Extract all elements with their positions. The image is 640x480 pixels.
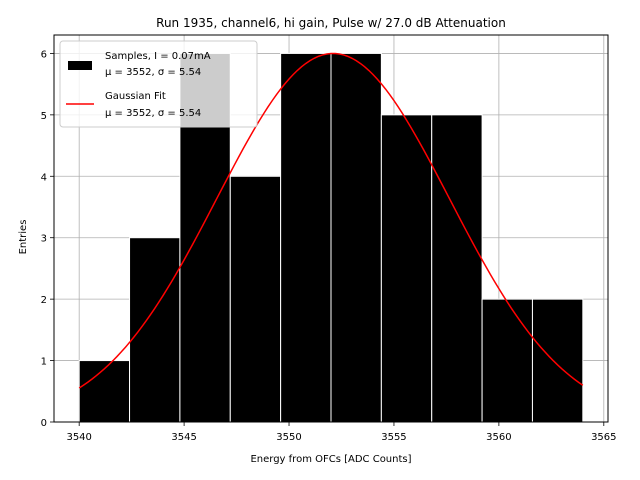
y-tick-label: 5 (41, 111, 47, 122)
histogram-bar (229, 175, 282, 423)
histogram-bars (78, 52, 584, 423)
legend-stats-samples: μ = 3552, σ = 5.54 (105, 67, 201, 78)
legend-patch-samples (68, 61, 92, 70)
legend-stats-fit: μ = 3552, σ = 5.54 (105, 108, 201, 119)
histogram-bar (531, 298, 584, 423)
histogram-bar (431, 114, 483, 423)
y-tick-label: 6 (41, 49, 47, 60)
y-axis-ticks: 0 1 2 3 4 5 6 (41, 49, 54, 429)
legend-frame (59, 40, 258, 128)
x-tick-label: 3560 (486, 432, 511, 443)
histogram-bar (380, 114, 433, 423)
x-tick-label: 3565 (591, 432, 616, 443)
y-axis-label: Entries (18, 220, 29, 255)
y-tick-label: 1 (41, 357, 47, 368)
x-tick-label: 3550 (276, 432, 301, 443)
histogram-bar (330, 52, 382, 423)
x-tick-label: 3555 (381, 432, 406, 443)
histogram-bar (129, 237, 181, 423)
legend: Samples, I = 0.07mA μ = 3552, σ = 5.54 G… (59, 40, 258, 128)
chart-title: Run 1935, channel6, hi gain, Pulse w/ 27… (156, 16, 506, 30)
y-tick-label: 3 (41, 234, 47, 245)
x-axis-label: Energy from OFCs [ADC Counts] (250, 454, 411, 465)
legend-label-samples: Samples, I = 0.07mA (105, 51, 211, 62)
legend-label-fit: Gaussian Fit (105, 91, 166, 102)
plot-frame (53, 34, 609, 423)
gaussian-fit-line (78, 52, 584, 389)
y-tick-label: 2 (41, 295, 47, 306)
x-tick-label: 3540 (66, 432, 91, 443)
histogram-bar (481, 298, 533, 423)
x-tick-label: 3545 (171, 432, 196, 443)
y-tick-label: 4 (41, 172, 47, 183)
histogram-bar (280, 52, 332, 423)
x-axis-ticks: 3540 3545 3550 3555 3560 3565 (66, 422, 617, 443)
y-tick-label: 0 (41, 418, 47, 429)
gaussian-fit (78, 52, 584, 389)
